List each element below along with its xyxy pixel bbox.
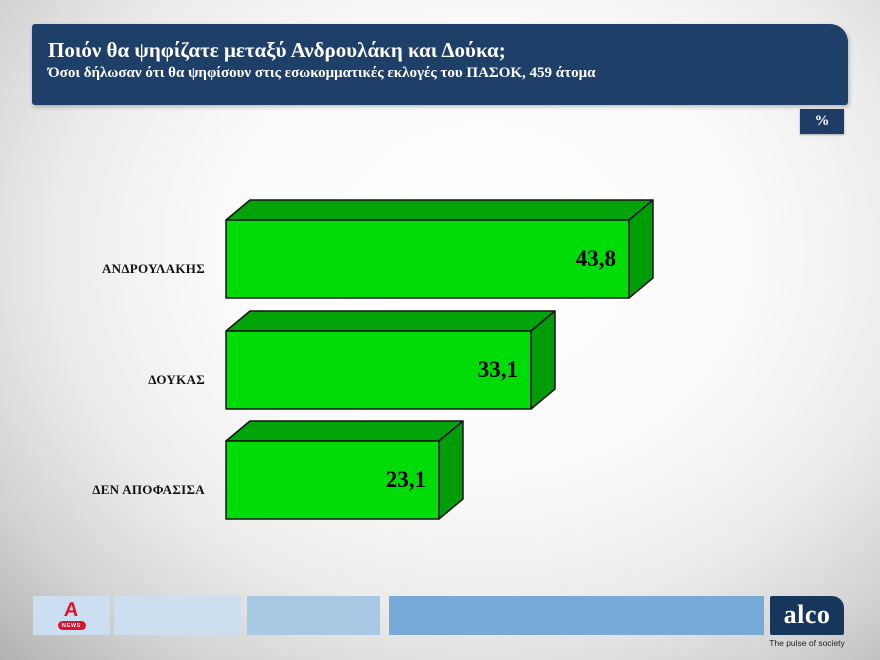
bar-3d — [225, 310, 556, 410]
unit-badge: % — [800, 109, 844, 134]
alco-logo-text: alco — [783, 599, 831, 629]
bar-value-label: 23,1 — [385, 467, 426, 492]
bar-row: 23,1 — [225, 420, 465, 526]
alpha-news-pill: NEWS — [57, 621, 86, 630]
chart-header: Ποιόν θα ψηφίζατε μεταξύ Ανδρουλάκη και … — [32, 24, 848, 105]
alpha-news-logo: A NEWS — [33, 596, 110, 635]
alco-logo: alco — [770, 596, 844, 635]
bar-row: 33,1 — [225, 310, 557, 416]
bar-category-label: ΔΕΝ ΑΠΟΦΑΣΙΣΑ — [92, 482, 205, 497]
bar-3d — [225, 420, 464, 520]
footer-strip-2 — [114, 596, 241, 635]
bar-category-label: ΔΟΥΚΑΣ — [148, 372, 205, 387]
alpha-news-label: NEWS — [62, 622, 81, 629]
footer-strip-3 — [247, 596, 380, 635]
alpha-a-icon: A — [63, 599, 80, 621]
bar-row: 43,8 — [225, 199, 655, 305]
footer-strip-4 — [389, 596, 764, 635]
bar-category-label: ΑΝΔΡΟΥΛΑΚΗΣ — [101, 261, 205, 276]
bar-value-label: 43,8 — [575, 246, 616, 271]
bar-3d — [225, 199, 654, 299]
bar-value-label: 33,1 — [477, 357, 518, 382]
chart-title: Ποιόν θα ψηφίζατε μεταξύ Ανδρουλάκη και … — [48, 38, 506, 62]
alco-tagline: The pulse of society — [769, 638, 845, 648]
chart-subtitle: Όσοι δήλωσαν ότι θα ψηφίσουν στις εσωκομ… — [48, 65, 596, 81]
